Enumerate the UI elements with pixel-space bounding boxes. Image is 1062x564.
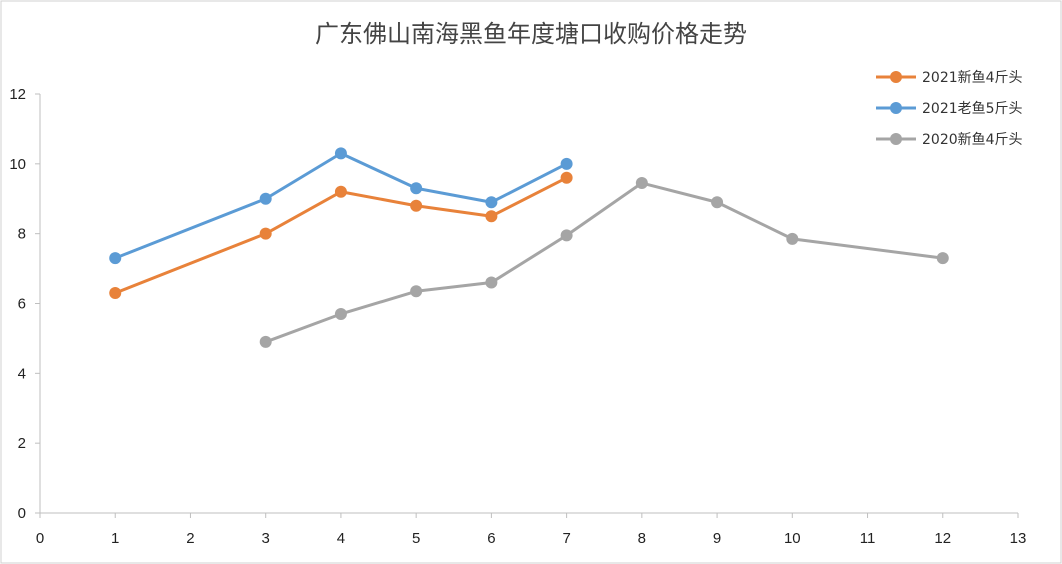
x-tick-label: 11 xyxy=(860,530,876,547)
x-tick-label: 5 xyxy=(412,530,420,547)
data-point xyxy=(259,192,272,205)
data-point xyxy=(259,335,272,348)
x-tick-label: 2 xyxy=(186,530,194,547)
x-tick-label: 1 xyxy=(111,530,119,547)
legend-label: 2021老鱼5斤头 xyxy=(922,100,1023,117)
y-tick-label: 6 xyxy=(18,296,26,313)
x-tick-label: 12 xyxy=(934,530,951,547)
y-tick-label: 4 xyxy=(18,365,26,382)
data-point xyxy=(485,276,498,289)
legend-item: 2020新鱼4斤头 xyxy=(876,131,1023,148)
data-point xyxy=(786,232,799,245)
data-point xyxy=(560,229,573,242)
data-point xyxy=(560,171,573,184)
x-tick-label: 3 xyxy=(262,530,270,547)
legend-item: 2021新鱼4斤头 xyxy=(876,69,1023,86)
series-layer xyxy=(109,147,949,348)
data-point xyxy=(635,177,648,190)
data-point xyxy=(334,185,347,198)
x-tick-label: 10 xyxy=(784,530,801,547)
data-point xyxy=(410,285,423,298)
data-point xyxy=(560,157,573,170)
y-tick-label: 12 xyxy=(9,86,26,103)
x-tick-label: 6 xyxy=(487,530,495,547)
legend-swatch-marker xyxy=(890,71,902,83)
x-tick-label: 7 xyxy=(562,530,570,547)
y-tick-label: 8 xyxy=(18,226,26,243)
data-point xyxy=(334,147,347,160)
x-tick-label: 0 xyxy=(36,530,44,547)
series-line xyxy=(114,176,568,295)
data-point xyxy=(109,287,122,300)
legend-item: 2021老鱼5斤头 xyxy=(876,100,1023,117)
data-point xyxy=(334,307,347,320)
data-point xyxy=(410,182,423,195)
legend-label: 2020新鱼4斤头 xyxy=(922,131,1023,148)
series-3 xyxy=(259,177,949,348)
series-1 xyxy=(109,171,573,300)
data-point xyxy=(485,210,498,223)
x-tick-label: 8 xyxy=(638,530,646,547)
y-tick-label: 10 xyxy=(9,156,26,173)
legend-swatch-marker xyxy=(890,133,902,145)
legend-swatch-marker xyxy=(890,102,902,114)
legend-label: 2021新鱼4斤头 xyxy=(922,69,1023,86)
x-tick-label: 4 xyxy=(337,530,345,547)
y-tick-label: 2 xyxy=(18,435,26,452)
series-line xyxy=(114,151,568,260)
data-point xyxy=(259,227,272,240)
data-point xyxy=(410,199,423,212)
legend: 2021新鱼4斤头 2021老鱼5斤头 2020新鱼4斤头 xyxy=(876,69,1023,148)
data-point xyxy=(109,252,122,265)
chart-title: 广东佛山南海黑鱼年度塘口收购价格走势 xyxy=(315,20,747,48)
y-tick-label: 0 xyxy=(18,505,26,522)
data-point xyxy=(936,252,949,265)
data-point xyxy=(485,196,498,209)
series-2 xyxy=(109,147,573,265)
x-tick-label: 9 xyxy=(713,530,721,547)
x-tick-label: 13 xyxy=(1010,530,1027,547)
data-point xyxy=(711,196,724,209)
